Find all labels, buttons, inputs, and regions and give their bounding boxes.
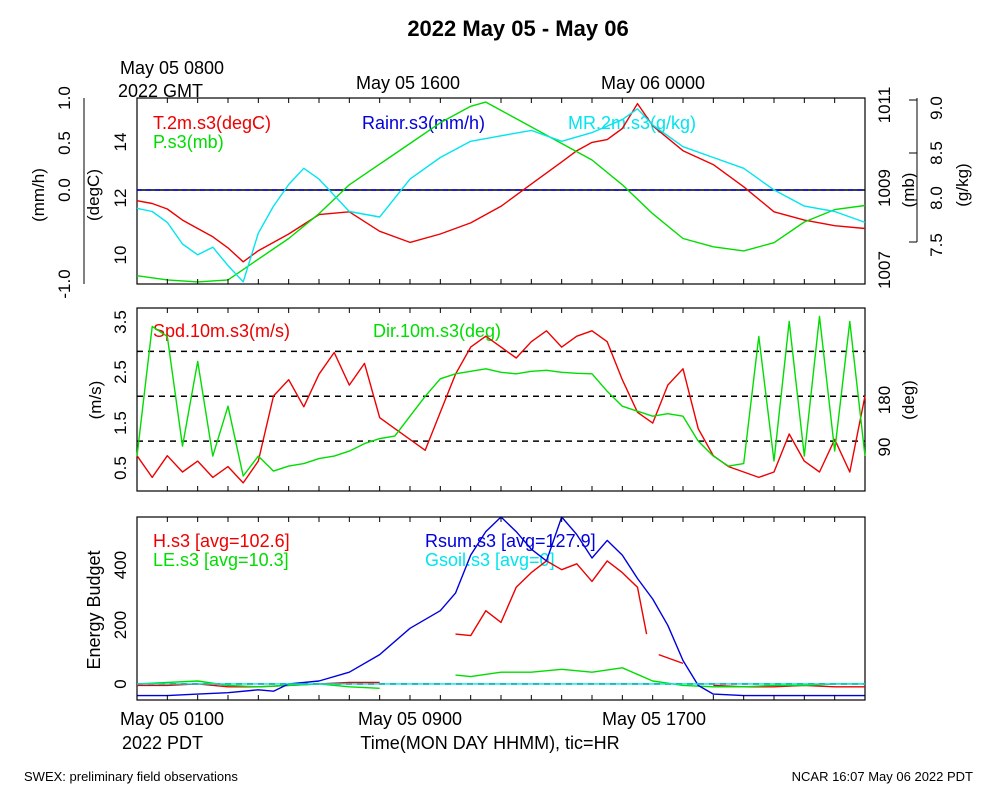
axis-degc-tick-14: 14 [111,133,130,152]
axis-mb-label: (mb) [899,173,918,208]
top-tick-label-1: May 05 0800 [120,58,224,78]
series-dir-10m-s3-deg [136,315,866,477]
axis-degc-tick-10: 10 [111,246,130,265]
legend-latent-heat: LE.s3 [avg=10.3] [153,550,289,570]
footer-timestamp: NCAR 16:07 May 06 2022 PDT [792,769,973,784]
axis-energy-tick-400: 400 [111,551,130,579]
axis-gkg-label: (g/kg) [953,163,972,206]
axis-energy-tick-0: 0 [111,679,130,688]
axis-gkg-tick-75: 7.5 [927,233,946,257]
legend-soil-heat: Gsoil.s3 [avg=0] [425,550,555,570]
bottom-tick-label-1: May 05 0100 [120,709,224,729]
bottom-tick-label-2: May 05 0900 [358,709,462,729]
series-rsum-s3 [137,516,865,697]
legend-net-radiation: Rsum.s3 [avg=127.9] [425,531,596,551]
axis-mb-tick-1011: 1011 [875,87,894,124]
legend-pressure: P.s3(mb) [153,132,224,152]
x-axis-title: Time(MON DAY HHMM), tic=HR [360,733,619,753]
series-le-s3 [136,667,865,689]
axis-mmh-tick-05: 0.5 [55,131,74,155]
panel-temperature-pressure: (mm/h) -1.0 0.0 0.5 1.0 (degC) 10 12 14 … [29,86,972,298]
axis-degc-tick-12: 12 [111,189,130,208]
chart-title: 2022 May 05 - May 06 [407,16,628,41]
axis-gkg-tick-90: 9.0 [927,96,946,120]
axis-gkg-tick-85: 8.5 [927,141,946,165]
series-p-s3-mb [136,101,866,283]
top-tick-year: 2022 GMT [118,81,203,101]
legend-wind-direction: Dir.10m.s3(deg) [373,321,501,341]
legend-mixing-ratio: MR.2m.s3(g/kg) [568,113,696,133]
axis-mmh-label: (mm/h) [29,168,48,222]
footer-source: SWEX: preliminary field observations [24,769,238,784]
series-h-s3 [137,560,865,688]
axis-mb-tick-1007: 1007 [875,251,894,289]
axis-deg-tick-180: 180 [875,386,894,414]
legend-sensible-heat: H.s3 [avg=102.6] [153,531,290,551]
top-tick-label-2: May 05 1600 [356,73,460,93]
bottom-tick-label-3: May 05 1700 [602,709,706,729]
series-mr-2m-s3-g-kg [136,108,866,283]
axis-gkg-tick-80: 8.0 [927,186,946,210]
panel-energy-budget: Energy Budget 0 200 400 H.s3 [avg=102.6]… [84,516,866,701]
axis-ms-tick-05: 0.5 [111,456,130,480]
legend-wind-speed: Spd.10m.s3(m/s) [153,321,290,341]
series-t-2m-s3-degc [136,102,866,263]
axis-ms-tick-25: 2.5 [111,360,130,384]
axis-mmh-tick-1: 1.0 [55,86,74,110]
bottom-tick-year: 2022 PDT [122,733,203,753]
axis-mmh-tick-n1: -1.0 [55,269,74,298]
axis-mmh-tick-0: 0.0 [55,178,74,202]
axis-energy-tick-200: 200 [111,611,130,639]
axis-ms-tick-35: 3.5 [111,310,130,334]
axis-ms-label: (m/s) [86,381,105,420]
axis-deg-tick-90: 90 [875,438,894,457]
axis-ms-tick-15: 1.5 [111,411,130,435]
legend-rain-rate: Rainr.s3(mm/h) [362,113,485,133]
legend-temperature: T.2m.s3(degC) [153,113,271,133]
panel-wind: (m/s) 0.5 1.5 2.5 3.5 90 180 (deg) Spd.1… [86,307,918,492]
top-tick-label-3: May 06 0000 [601,73,705,93]
axis-energy-label: Energy Budget [84,550,104,669]
axis-deg-label: (deg) [899,380,918,420]
axis-degc-label: (degC) [84,169,103,221]
axis-mb-tick-1009: 1009 [875,169,894,207]
series-spd-10m-s3-m-s [136,330,866,484]
